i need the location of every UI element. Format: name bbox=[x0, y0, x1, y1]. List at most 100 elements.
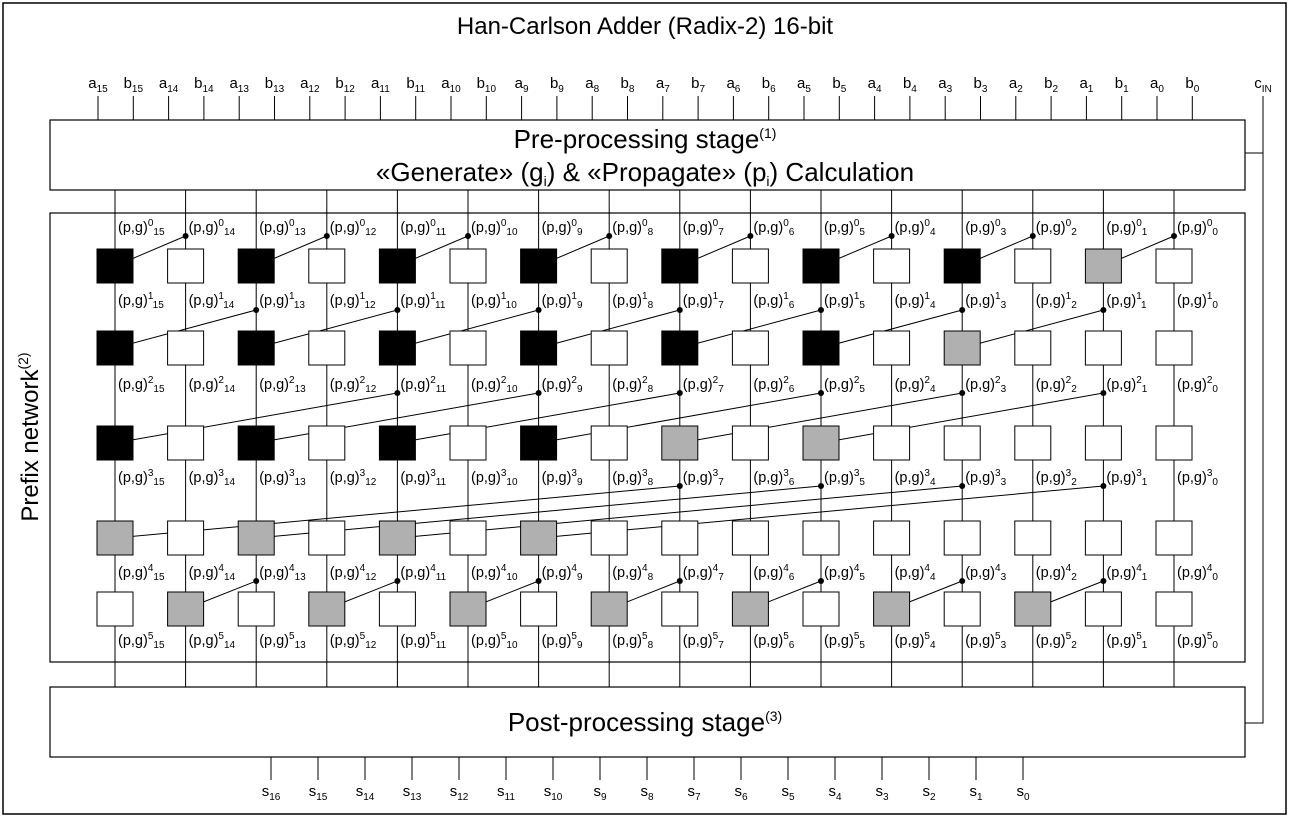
signal-label: (p,g)115 bbox=[118, 291, 164, 311]
white-cell bbox=[378, 591, 416, 627]
signal-label: (p,g)42 bbox=[1036, 563, 1077, 583]
white-cell bbox=[590, 248, 628, 284]
signal-label: (p,g)19 bbox=[542, 291, 583, 311]
black-cell bbox=[96, 248, 134, 284]
white-cell bbox=[802, 591, 840, 627]
input-label: a13 bbox=[229, 75, 249, 95]
white-cell bbox=[167, 330, 205, 366]
input-label: b11 bbox=[406, 75, 425, 95]
junction-dot bbox=[676, 578, 683, 584]
gray-cell bbox=[873, 591, 911, 627]
preprocessing-line1: Pre-processing stage(1) bbox=[514, 124, 777, 154]
signal-label: (p,g)50 bbox=[1177, 631, 1218, 651]
signal-label: (p,g)06 bbox=[753, 218, 794, 238]
prefix-connection bbox=[256, 485, 822, 539]
white-cell bbox=[873, 520, 911, 556]
white-cell bbox=[1155, 591, 1193, 627]
gray-cell bbox=[237, 520, 275, 556]
gray-cell bbox=[731, 591, 769, 627]
signal-label: (p,g)23 bbox=[965, 375, 1006, 395]
signal-label: (p,g)311 bbox=[400, 468, 446, 488]
signal-label: (p,g)011 bbox=[400, 218, 446, 238]
signal-label: (p,g)21 bbox=[1106, 375, 1147, 395]
signal-label: (p,g)41 bbox=[1106, 563, 1147, 583]
junction-dot bbox=[676, 390, 683, 396]
postprocessing-note: (3) bbox=[765, 708, 782, 724]
junction-dot bbox=[818, 578, 824, 584]
input-label: a2 bbox=[1009, 75, 1023, 95]
output-label: s6 bbox=[734, 783, 748, 803]
white-cell bbox=[1084, 520, 1122, 556]
output-label: s0 bbox=[1016, 783, 1030, 803]
input-label: b12 bbox=[335, 75, 355, 95]
signal-label: (p,g)214 bbox=[189, 375, 236, 395]
signal-label: (p,g)12 bbox=[1036, 291, 1077, 311]
signal-label: (p,g)112 bbox=[330, 291, 376, 311]
gray-cell bbox=[378, 520, 416, 556]
prefix-connection bbox=[114, 485, 680, 539]
junction-dot bbox=[606, 233, 613, 239]
signal-label: (p,g)58 bbox=[612, 631, 653, 651]
signal-label: (p,g)313 bbox=[259, 468, 306, 488]
signal-label: (p,g)32 bbox=[1036, 468, 1077, 488]
black-cell bbox=[520, 425, 558, 461]
postprocessing-box bbox=[49, 686, 1246, 758]
preprocessing-line2-c: ) Calculation bbox=[770, 157, 915, 187]
gray-cell bbox=[661, 425, 699, 461]
output-label: s4 bbox=[828, 783, 842, 803]
junction-dot bbox=[959, 307, 966, 313]
white-cell bbox=[1155, 248, 1193, 284]
input-label: a4 bbox=[868, 75, 882, 95]
white-cell bbox=[590, 425, 628, 461]
preprocessing-line2-sub-p: i bbox=[766, 173, 769, 189]
signal-label: (p,g)54 bbox=[895, 631, 936, 651]
postprocessing-label: Post-processing stage(3) bbox=[508, 707, 782, 737]
white-cell bbox=[1014, 425, 1052, 461]
signal-label: (p,g)31 bbox=[1106, 468, 1147, 488]
signal-label: (p,g)512 bbox=[330, 631, 377, 651]
signal-label: (p,g)53 bbox=[965, 631, 1006, 651]
signal-label: (p,g)27 bbox=[683, 375, 724, 395]
signal-label: (p,g)05 bbox=[824, 218, 865, 238]
output-label: s8 bbox=[640, 783, 654, 803]
signal-label: (p,g)34 bbox=[895, 468, 936, 488]
signal-label: (p,g)26 bbox=[753, 375, 794, 395]
prefix-connection bbox=[538, 392, 822, 444]
input-label: a10 bbox=[441, 75, 461, 95]
junction-dot bbox=[888, 233, 895, 239]
prefix-connection bbox=[679, 392, 963, 444]
signal-label: (p,g)511 bbox=[400, 631, 446, 651]
junction-dot bbox=[535, 307, 542, 313]
signal-label: (p,g)49 bbox=[542, 563, 583, 583]
signal-label: (p,g)01 bbox=[1106, 218, 1147, 238]
diagram-title: Han-Carlson Adder (Radix-2) 16-bit bbox=[457, 13, 833, 40]
junction-dot bbox=[253, 578, 260, 584]
signal-label: (p,g)36 bbox=[753, 468, 794, 488]
input-label: b4 bbox=[903, 75, 917, 95]
signal-label: (p,g)415 bbox=[118, 563, 165, 583]
input-label: a15 bbox=[88, 75, 108, 95]
black-cell bbox=[96, 330, 134, 366]
signal-label: (p,g)412 bbox=[330, 563, 377, 583]
signal-label: (p,g)210 bbox=[471, 375, 518, 395]
signal-label: (p,g)25 bbox=[824, 375, 865, 395]
prefix-network-frame bbox=[49, 212, 1246, 663]
signal-label: (p,g)04 bbox=[895, 218, 936, 238]
black-cell bbox=[237, 248, 275, 284]
output-label: s15 bbox=[309, 783, 328, 803]
junction-dot bbox=[1029, 233, 1036, 239]
white-cell bbox=[449, 425, 487, 461]
signal-label: (p,g)03 bbox=[965, 218, 1006, 238]
carry-in-label: cIN bbox=[1254, 75, 1272, 95]
signal-label: (p,g)39 bbox=[542, 468, 583, 488]
black-cell bbox=[520, 248, 558, 284]
signal-label: (p,g)510 bbox=[471, 631, 518, 651]
input-label: b10 bbox=[477, 75, 497, 95]
white-cell bbox=[873, 330, 911, 366]
input-label: b15 bbox=[124, 75, 144, 95]
gray-cell bbox=[308, 591, 346, 627]
input-label: a5 bbox=[797, 75, 811, 95]
signal-label: (p,g)414 bbox=[189, 563, 236, 583]
signal-label: (p,g)17 bbox=[683, 291, 724, 311]
